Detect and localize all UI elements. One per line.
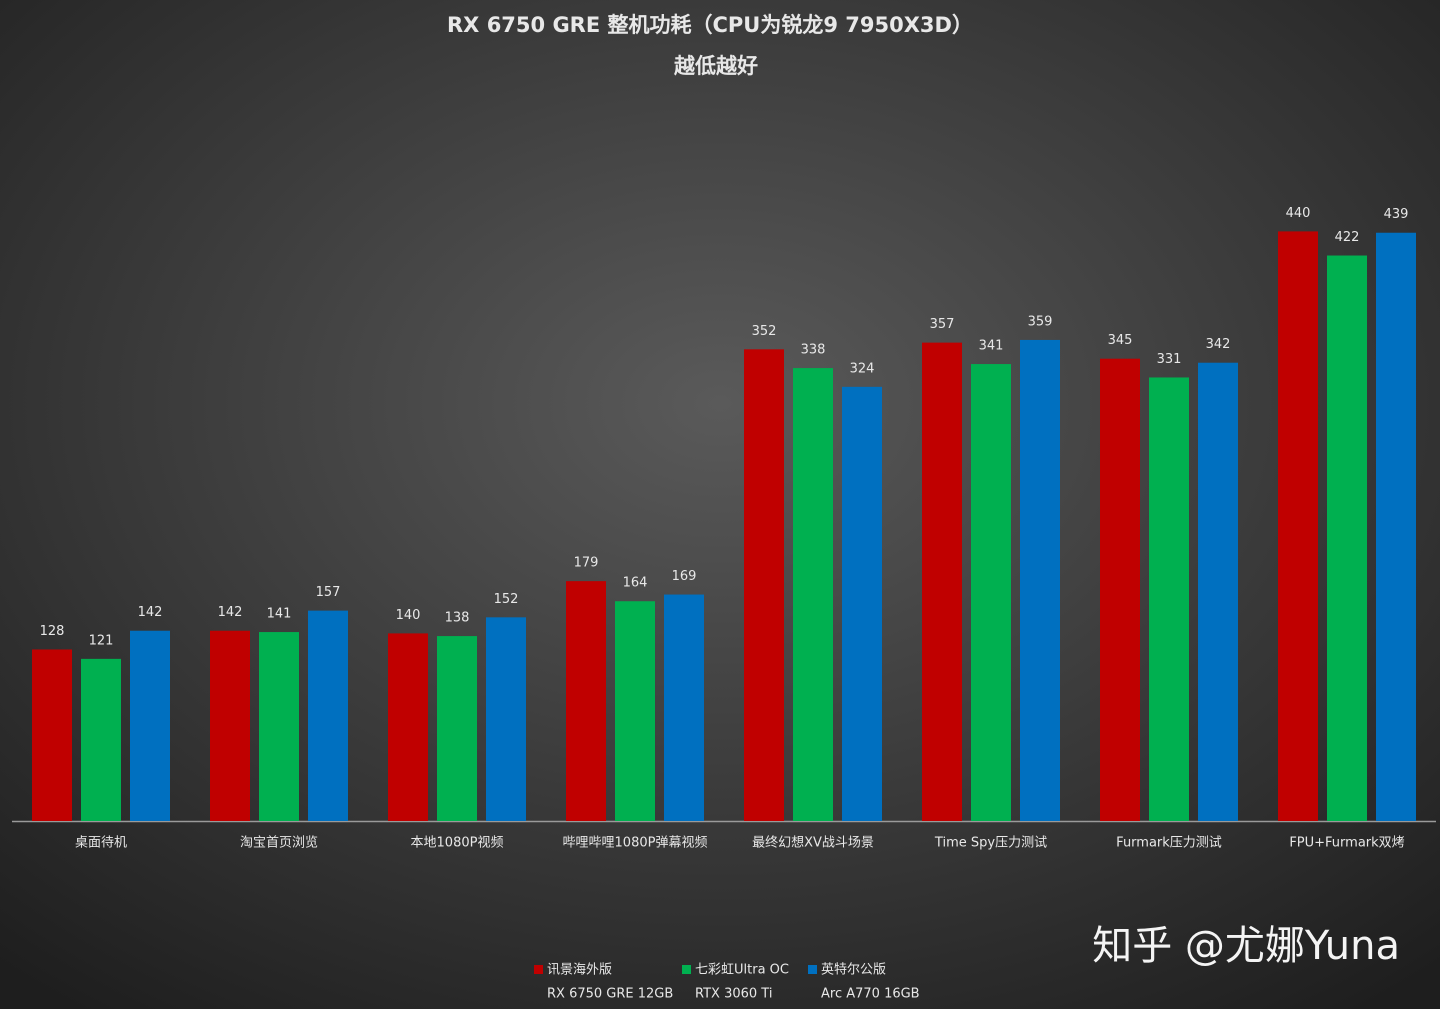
x-tick-label: 淘宝首页浏览 bbox=[240, 835, 318, 851]
data-label: 121 bbox=[89, 633, 114, 648]
data-label: 352 bbox=[752, 324, 777, 339]
bar bbox=[793, 368, 833, 821]
data-label: 164 bbox=[623, 576, 648, 591]
legend-label: 讯景海外版 bbox=[547, 963, 612, 978]
legend-label: 英特尔公版 bbox=[821, 963, 886, 978]
x-tick-label: FPU+Furmark双烤 bbox=[1289, 836, 1404, 851]
bar bbox=[566, 581, 606, 821]
chart-title: RX 6750 GRE 整机功耗（CPU为锐龙9 7950X3D） bbox=[447, 13, 973, 37]
bar bbox=[1198, 362, 1238, 821]
bar bbox=[81, 658, 121, 821]
data-label: 141 bbox=[267, 607, 292, 622]
bar bbox=[1149, 377, 1189, 821]
legend-marker bbox=[808, 965, 817, 974]
bar bbox=[1327, 255, 1367, 821]
data-label: 341 bbox=[979, 339, 1004, 354]
data-label: 142 bbox=[218, 605, 243, 620]
bar bbox=[1020, 339, 1060, 821]
data-label: 439 bbox=[1384, 207, 1409, 222]
bar bbox=[130, 630, 170, 821]
data-label: 342 bbox=[1206, 337, 1231, 352]
legend-model: Arc A770 16GB bbox=[821, 987, 920, 1002]
data-label: 157 bbox=[316, 585, 341, 600]
bar bbox=[1376, 232, 1416, 822]
bar bbox=[744, 349, 784, 821]
bar bbox=[842, 386, 882, 821]
legend-marker bbox=[682, 965, 691, 974]
data-label: 142 bbox=[138, 605, 163, 620]
bar bbox=[388, 633, 428, 821]
legend-model: RTX 3060 Ti bbox=[695, 987, 772, 1002]
data-label: 179 bbox=[574, 556, 599, 571]
bar bbox=[210, 630, 250, 821]
x-tick-label: 最终幻想XV战斗场景 bbox=[752, 835, 874, 851]
legend-model: RX 6750 GRE 12GB bbox=[547, 987, 673, 1002]
bar bbox=[1100, 358, 1140, 821]
watermark: 知乎 @尤娜Yuna bbox=[1092, 923, 1400, 969]
data-label: 138 bbox=[445, 611, 470, 626]
chart-subtitle: 越低越好 bbox=[673, 54, 758, 78]
bar bbox=[437, 636, 477, 821]
legend-label: 七彩虹Ultra OC bbox=[695, 963, 789, 978]
data-label: 324 bbox=[850, 361, 875, 376]
bar bbox=[32, 649, 72, 821]
bar bbox=[664, 594, 704, 821]
bar bbox=[615, 601, 655, 821]
data-label: 152 bbox=[494, 592, 519, 607]
data-label: 338 bbox=[801, 343, 826, 358]
x-tick-label: 哔哩哔哩1080P弹幕视频 bbox=[563, 836, 708, 851]
bar bbox=[1278, 231, 1318, 821]
data-label: 359 bbox=[1028, 314, 1053, 329]
legend-marker bbox=[534, 965, 543, 974]
data-label: 440 bbox=[1286, 206, 1311, 221]
x-tick-label: Furmark压力测试 bbox=[1116, 836, 1222, 851]
data-label: 422 bbox=[1335, 230, 1360, 245]
data-label: 357 bbox=[930, 317, 955, 332]
bar bbox=[259, 632, 299, 821]
bar bbox=[922, 342, 962, 821]
data-label: 331 bbox=[1157, 352, 1182, 367]
bar bbox=[308, 610, 348, 821]
data-label: 128 bbox=[40, 624, 65, 639]
bar bbox=[486, 617, 526, 821]
data-label: 140 bbox=[396, 608, 421, 623]
data-label: 345 bbox=[1108, 333, 1133, 348]
x-tick-label: Time Spy压力测试 bbox=[934, 836, 1047, 851]
x-tick-label: 本地1080P视频 bbox=[411, 836, 504, 851]
bar bbox=[971, 364, 1011, 821]
x-tick-label: 桌面待机 bbox=[75, 836, 127, 851]
data-label: 169 bbox=[672, 569, 697, 584]
